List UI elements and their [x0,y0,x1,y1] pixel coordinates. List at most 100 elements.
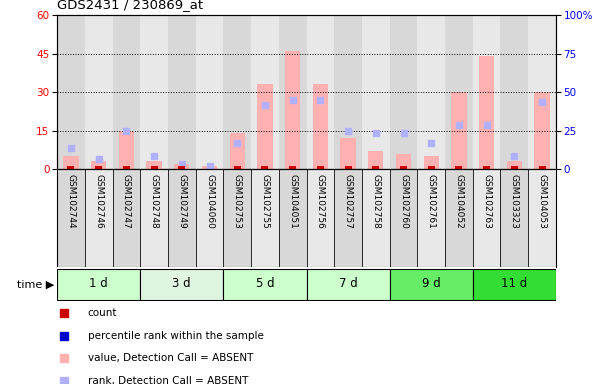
Bar [285,51,300,169]
Bar [473,269,556,300]
Text: percentile rank within the sample: percentile rank within the sample [88,331,263,341]
Bar [196,15,224,169]
Text: GSM102755: GSM102755 [260,174,269,229]
Text: GSM102757: GSM102757 [344,174,353,229]
Bar [362,15,389,169]
Bar [473,169,501,267]
Text: GSM102753: GSM102753 [233,174,242,229]
Bar [279,15,307,169]
Text: 5 d: 5 d [255,277,274,290]
Bar [456,166,462,169]
Bar [202,166,217,169]
Bar [307,269,389,300]
Text: GSM102761: GSM102761 [427,174,436,229]
Bar [112,15,140,169]
Bar [344,166,352,169]
Bar [147,161,162,169]
Text: GSM102744: GSM102744 [67,174,76,228]
Bar [424,156,439,169]
Bar [119,131,134,169]
Bar [373,166,379,169]
Bar [57,169,85,267]
Bar [534,92,550,169]
Text: 1 d: 1 d [90,277,108,290]
Bar [307,169,334,267]
Bar [168,169,196,267]
Bar [279,169,307,267]
Bar [334,15,362,169]
Bar [389,169,417,267]
Text: GSM102748: GSM102748 [150,174,159,228]
Bar [400,166,407,169]
Bar [501,169,528,267]
Bar [528,15,556,169]
Bar [230,133,245,169]
Bar [140,269,224,300]
Bar [57,15,85,169]
Bar [234,166,240,169]
Bar [428,166,435,169]
Bar [178,166,185,169]
Bar [196,169,224,267]
Bar [417,169,445,267]
Text: GSM104060: GSM104060 [205,174,214,229]
Bar [261,166,269,169]
Bar [151,166,157,169]
Bar [511,166,518,169]
Text: GSM102746: GSM102746 [94,174,103,228]
Bar [528,169,556,267]
Bar [362,169,389,267]
Bar [140,15,168,169]
Text: time ▶: time ▶ [17,279,54,289]
Bar [389,269,473,300]
Bar [174,164,189,169]
Bar [389,15,417,169]
Bar [224,269,307,300]
Text: 9 d: 9 d [422,277,441,290]
Bar [257,84,273,169]
Text: GSM102749: GSM102749 [177,174,186,228]
Bar [396,154,411,169]
Text: 3 d: 3 d [172,277,191,290]
Bar [57,269,140,300]
Text: GSM104053: GSM104053 [537,174,546,229]
Text: GSM104052: GSM104052 [454,174,463,228]
Bar [451,92,466,169]
Bar [507,161,522,169]
Text: count: count [88,308,117,318]
Text: 7 d: 7 d [339,277,358,290]
Bar [479,56,494,169]
Bar [417,15,445,169]
Text: rank, Detection Call = ABSENT: rank, Detection Call = ABSENT [88,376,248,384]
Bar [368,151,383,169]
Bar [251,169,279,267]
Text: GSM102760: GSM102760 [399,174,408,229]
Bar [317,166,324,169]
Bar [95,166,102,169]
Text: GSM102758: GSM102758 [371,174,380,229]
Bar [445,169,473,267]
Bar [91,161,106,169]
Bar [251,15,279,169]
Bar [473,15,501,169]
Bar [307,15,334,169]
Bar [63,156,79,169]
Text: GSM103323: GSM103323 [510,174,519,229]
Bar [334,169,362,267]
Bar [123,166,130,169]
Bar [313,84,328,169]
Text: 11 d: 11 d [501,277,528,290]
Text: GSM102763: GSM102763 [482,174,491,229]
Bar [483,166,490,169]
Bar [289,166,296,169]
Bar [501,15,528,169]
Bar [224,169,251,267]
Bar [85,15,112,169]
Bar [85,169,112,267]
Bar [67,166,75,169]
Text: GDS2431 / 230869_at: GDS2431 / 230869_at [57,0,203,12]
Bar [140,169,168,267]
Text: value, Detection Call = ABSENT: value, Detection Call = ABSENT [88,353,253,363]
Bar [340,138,356,169]
Text: GSM102756: GSM102756 [316,174,325,229]
